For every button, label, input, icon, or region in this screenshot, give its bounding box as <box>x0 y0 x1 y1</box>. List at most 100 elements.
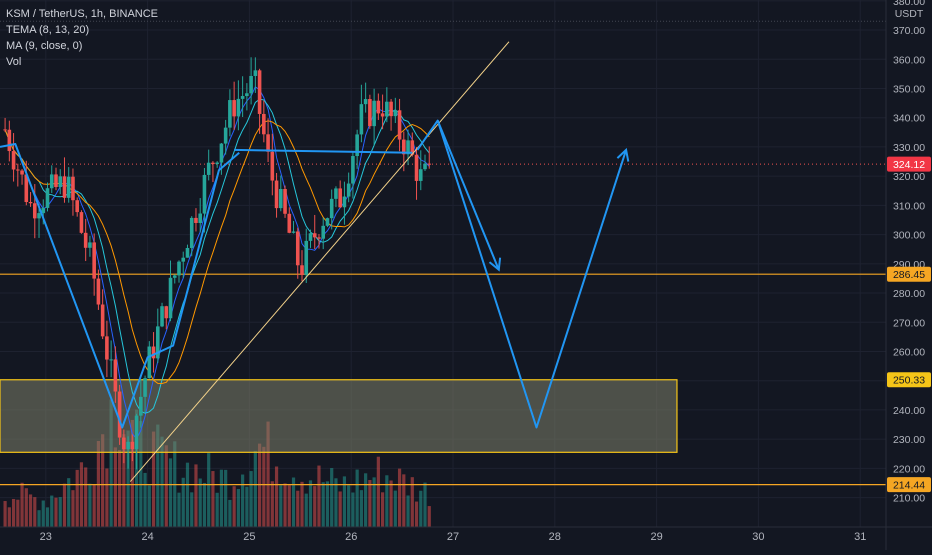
candle-body <box>215 162 219 165</box>
candle-body <box>317 237 321 239</box>
volume-bar <box>177 492 181 527</box>
candle-body <box>49 174 54 189</box>
volume-bar <box>270 481 274 527</box>
price-tag <box>887 266 931 282</box>
candle-body <box>355 134 359 157</box>
volume-bar <box>156 424 160 527</box>
candle-body <box>368 99 372 127</box>
candle-body <box>32 203 37 219</box>
legend-symbol[interactable]: KSM / TetherUS, 1h, BINANCE <box>6 8 159 20</box>
candle-body <box>198 213 203 223</box>
candle-body <box>342 196 347 208</box>
volume-bar <box>291 477 296 527</box>
w-pattern-drawing <box>0 143 240 429</box>
volume-bar <box>54 497 58 527</box>
candle-body <box>423 163 427 170</box>
candle-body <box>28 202 33 204</box>
legend-vol[interactable]: Vol <box>6 56 22 68</box>
candle-body <box>168 277 173 319</box>
price-tag <box>887 372 931 388</box>
candle-body <box>321 225 326 239</box>
volume-bar <box>419 490 423 527</box>
candle-body <box>113 359 118 392</box>
candle-body <box>253 70 258 76</box>
time-tick-label: 25 <box>243 531 255 543</box>
candle-body <box>96 278 101 305</box>
time-tick-label: 24 <box>141 531 153 543</box>
volume-bar <box>257 443 262 527</box>
candle-body <box>206 162 211 175</box>
volume-bar <box>79 462 84 527</box>
volume-bar <box>300 481 304 527</box>
volume-bar <box>16 499 20 527</box>
candle-body <box>189 217 194 248</box>
candle-body <box>185 247 190 258</box>
volume-bar <box>304 493 308 527</box>
candle-body <box>304 240 309 275</box>
candle-body <box>334 188 338 199</box>
candle-body <box>105 336 109 360</box>
legend-tema[interactable]: TEMA (8, 13, 20) <box>6 24 90 36</box>
ma-line <box>4 120 430 385</box>
volume-bar <box>207 453 211 527</box>
candle-body <box>372 100 376 127</box>
volume-bar <box>330 468 334 527</box>
volume-bar <box>219 469 224 527</box>
volume-bar <box>368 480 372 527</box>
candle-body <box>172 275 177 278</box>
candle-body <box>24 174 29 203</box>
candle-body <box>266 134 270 152</box>
candle-body <box>338 188 342 208</box>
volume-bar <box>50 495 54 527</box>
tema-line-mid <box>4 98 430 414</box>
candle-body <box>122 437 126 450</box>
volume-bar <box>24 488 28 527</box>
candle-body <box>211 162 215 165</box>
candle-body <box>45 188 50 208</box>
price-tag-label: 214.44 <box>893 480 925 492</box>
price-tag-label: 324.12 <box>893 159 925 171</box>
candle-body <box>62 176 67 198</box>
candle-body <box>7 129 12 152</box>
volume-bar <box>37 510 41 527</box>
volume-bar <box>406 495 410 527</box>
candle-body <box>177 261 181 276</box>
price-tick-label: 350.00 <box>893 83 925 95</box>
time-tick-label: 26 <box>345 531 357 543</box>
volume-bar <box>11 498 16 527</box>
candle-body <box>71 176 75 201</box>
volume-bar <box>385 475 389 527</box>
demand-zone <box>0 379 678 453</box>
candle-body <box>414 154 419 181</box>
price-tick-label: 260.00 <box>893 346 925 358</box>
candle-body <box>139 396 143 416</box>
candle-body <box>427 163 432 165</box>
volume-bar <box>279 485 283 527</box>
volume-bar <box>122 434 126 527</box>
candle-body <box>66 176 71 198</box>
candle-body <box>291 231 296 233</box>
volume-bar <box>198 478 202 527</box>
volume-bar <box>423 482 427 527</box>
volume-bar <box>334 478 338 527</box>
candle-body <box>75 200 79 213</box>
legend-ma[interactable]: MA (9, close, 0) <box>6 40 83 52</box>
volume-bar <box>215 492 219 527</box>
price-tick-label: 270.00 <box>893 317 925 329</box>
time-tick-label: 27 <box>447 531 459 543</box>
price-tick-label: 330.00 <box>893 142 925 154</box>
up-arrow-head <box>616 147 630 162</box>
candle-body <box>143 378 147 397</box>
candle-body <box>194 217 198 223</box>
volume-bar <box>194 464 198 527</box>
candle-body <box>151 346 156 359</box>
volume-bar <box>168 458 173 527</box>
volume-bar <box>283 483 287 527</box>
volume-bar <box>228 499 232 527</box>
candle-body <box>325 218 330 226</box>
volume-bar <box>33 497 37 527</box>
volume-bar <box>224 469 228 527</box>
candle-body <box>308 233 313 241</box>
